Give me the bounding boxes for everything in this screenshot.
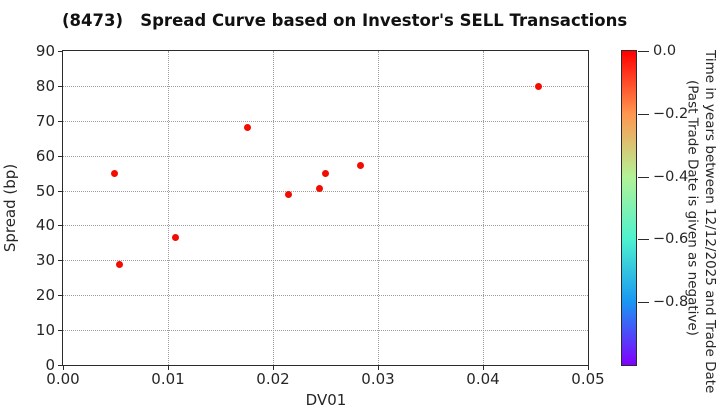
- y-axis-title: Spread (bp): [1, 163, 19, 253]
- x-tick-mark: [588, 366, 589, 370]
- y-gridline: [63, 260, 588, 262]
- y-tick-mark: [58, 120, 62, 122]
- colorbar-axis-title-line2: (Past Trade Date is given as negative): [684, 80, 701, 336]
- colorbar-tick-mark: [638, 113, 649, 115]
- colorbar-tick-label: −0.4: [653, 168, 689, 185]
- plot-area: [62, 50, 589, 366]
- x-tick-label: 0.03: [361, 370, 395, 388]
- colorbar-tick-mark: [638, 176, 649, 178]
- colorbar-tick-label: −0.2: [653, 105, 689, 122]
- y-gridline: [63, 190, 588, 192]
- data-point: [110, 169, 118, 177]
- colorbar-axis-title-line1: Time in years between 12/12/2025 and Tra…: [702, 50, 719, 394]
- data-point: [322, 169, 329, 177]
- x-gridline: [483, 51, 484, 365]
- y-tick-mark: [58, 190, 62, 192]
- y-tick-mark: [58, 260, 62, 262]
- y-gridline: [63, 85, 588, 87]
- data-point: [356, 161, 364, 169]
- x-gridline: [378, 51, 379, 365]
- y-tick-label: 0: [45, 356, 55, 374]
- data-point: [285, 190, 293, 198]
- y-tick-label: 90: [35, 42, 55, 60]
- y-gridline: [63, 225, 588, 227]
- x-tick-mark: [273, 366, 274, 370]
- x-tick-mark: [483, 366, 484, 370]
- y-tick-mark: [58, 295, 62, 297]
- x-tick-label: 0.02: [256, 370, 290, 388]
- data-point: [535, 83, 543, 91]
- data-point: [315, 184, 323, 192]
- y-tick-mark: [58, 365, 62, 366]
- y-tick-label: 70: [35, 111, 55, 130]
- colorbar-tick-label: −0.6: [653, 231, 689, 248]
- colorbar: [621, 50, 637, 366]
- y-tick-label: 80: [35, 76, 55, 95]
- y-tick-mark: [58, 51, 62, 52]
- colorbar-axis-title: Time in years between 12/12/2025 and Tra…: [683, 50, 719, 394]
- y-tick-mark: [58, 330, 62, 332]
- y-gridline: [63, 330, 588, 332]
- y-tick-mark: [58, 85, 62, 87]
- y-tick-label: 20: [35, 286, 55, 305]
- colorbar-tick-mark: [638, 239, 649, 241]
- chart-title: (8473) Spread Curve based on Investor's …: [62, 11, 628, 30]
- x-gridline: [273, 51, 274, 365]
- y-tick-label: 30: [35, 251, 55, 270]
- data-point: [244, 123, 252, 131]
- y-tick-label: 10: [35, 321, 55, 340]
- x-tick-label: 0.01: [151, 370, 185, 388]
- y-tick-label: 40: [35, 216, 55, 235]
- y-tick-mark: [58, 155, 62, 157]
- y-tick-label: 50: [35, 181, 55, 200]
- data-point: [116, 260, 124, 268]
- x-tick-mark: [168, 366, 169, 370]
- x-tick-mark: [63, 366, 64, 370]
- x-tick-label: 0.04: [466, 370, 500, 388]
- y-gridline: [63, 295, 588, 297]
- colorbar-tick-label: 0.0: [653, 43, 677, 59]
- y-gridline: [63, 120, 588, 122]
- y-gridline: [63, 155, 588, 157]
- y-tick-label: 60: [35, 146, 55, 165]
- x-gridline: [168, 51, 169, 365]
- colorbar-tick-mark: [638, 51, 649, 52]
- x-tick-label: 0.00: [46, 370, 80, 388]
- x-tick-mark: [378, 366, 379, 370]
- data-point: [171, 233, 179, 241]
- x-tick-label: 0.05: [571, 370, 605, 388]
- colorbar-tick-mark: [638, 302, 649, 304]
- x-axis-title: DV01: [305, 391, 347, 409]
- y-tick-mark: [58, 225, 62, 227]
- colorbar-tick-label: −0.8: [653, 294, 689, 311]
